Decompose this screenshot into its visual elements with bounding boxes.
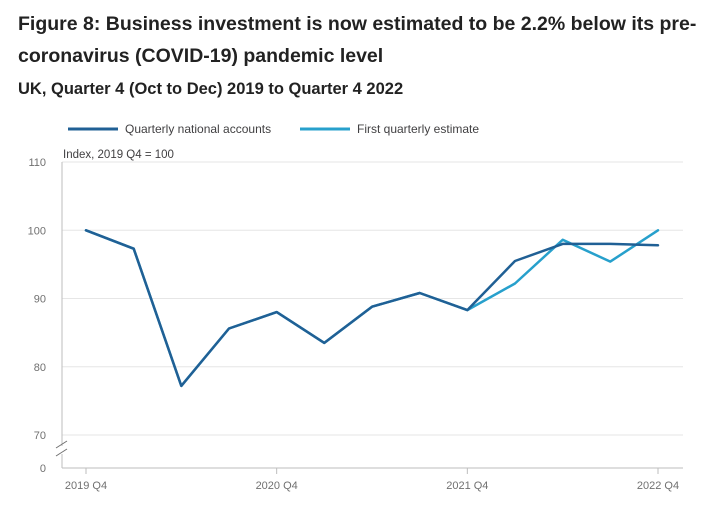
y-tick-label-110: 110 [28, 157, 46, 169]
x-tick-label-2020-Q4: 2020 Q4 [256, 480, 298, 492]
gridlines [55, 161, 683, 469]
x-tick-label-2021-Q4: 2021 Q4 [446, 480, 488, 492]
legend: Quarterly national accounts First quarter… [68, 122, 479, 136]
x-tick-label-2022-Q4: 2022 Q4 [637, 480, 679, 492]
chart-title: Figure 8: Business investment is now est… [18, 13, 697, 67]
chart-subtitle: UK, Quarter 4 (Oct to Dec) 2019 to Quart… [18, 80, 404, 98]
axis-break-mark-1 [55, 440, 68, 449]
legend-label-1: Quarterly national accounts [125, 122, 271, 136]
axis-break-mark-2 [55, 448, 68, 457]
y-tick-label-90: 90 [34, 294, 46, 306]
series-line-1 [84, 229, 660, 388]
y-tick-label-70: 70 [34, 430, 46, 442]
y-tick-label-100: 100 [28, 225, 46, 237]
y-axis-ticks: 70 80 90 100 110 0 [28, 157, 46, 475]
y-tick-label-80: 80 [34, 362, 46, 374]
x-tick-label-2019-Q4: 2019 Q4 [65, 480, 107, 492]
y-axis-label: Index, 2019 Q4 = 100 [63, 149, 174, 161]
legend-label-2: First quarterly estimate [357, 122, 479, 136]
y-tick-label-zero: 0 [40, 463, 46, 475]
series-lines [84, 229, 660, 388]
x-axis: 2019 Q4 2020 Q4 2021 Q4 2022 Q4 [65, 468, 679, 492]
